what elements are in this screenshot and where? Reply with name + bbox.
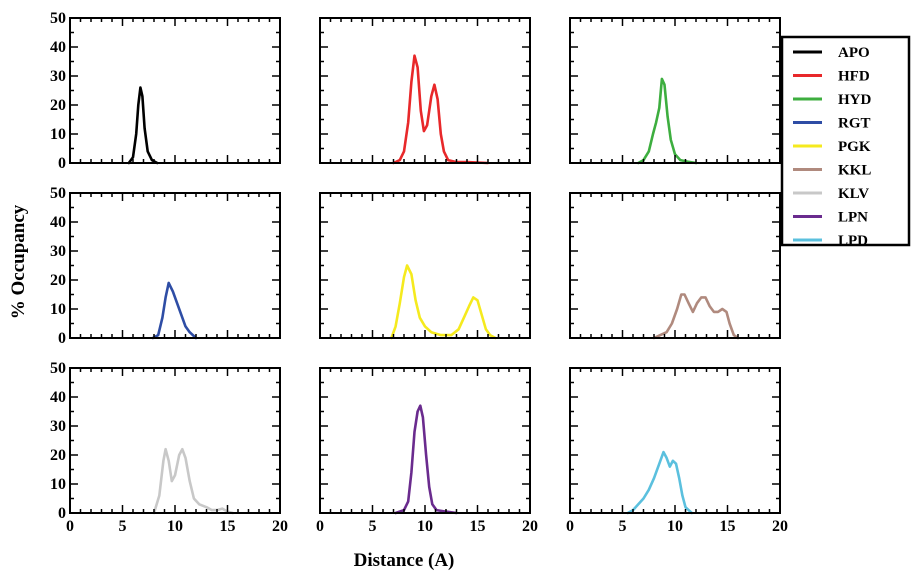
series-line-apo bbox=[127, 86, 159, 165]
panel-frame bbox=[69, 17, 281, 164]
series-line-kkl bbox=[652, 293, 740, 340]
legend-label-klv: KLV bbox=[838, 186, 869, 202]
panel-frame bbox=[569, 17, 781, 164]
x-tick-label: 10 bbox=[417, 518, 433, 535]
legend-label-kkl: KKL bbox=[838, 163, 871, 179]
x-tick-label: 5 bbox=[619, 518, 627, 535]
y-tick-label: 30 bbox=[50, 243, 66, 260]
legend-label-hfd: HFD bbox=[838, 69, 870, 85]
x-tick-label: 0 bbox=[316, 518, 324, 535]
x-tick-label: 5 bbox=[119, 518, 127, 535]
series-line-pgk bbox=[390, 264, 497, 340]
legend-label-hyd: HYD bbox=[838, 92, 872, 108]
panel-rgt: 0 10 20 30 40 50 bbox=[50, 185, 281, 347]
x-tick-label: 0 bbox=[66, 518, 74, 535]
x-tick-label: 10 bbox=[667, 518, 683, 535]
y-tick-label: 40 bbox=[50, 389, 66, 406]
y-tick-label: 50 bbox=[50, 185, 66, 202]
y-tick-label: 30 bbox=[50, 68, 66, 85]
panel-frame bbox=[69, 367, 281, 514]
panel-hyd bbox=[569, 17, 781, 165]
x-tick-label: 0 bbox=[566, 518, 574, 535]
panel-apo: 0 10 20 30 40 50 bbox=[50, 10, 281, 172]
y-tick-label: 10 bbox=[50, 476, 66, 493]
panel-klv: 0 10 20 30 40 50 0 5 10 15 20 bbox=[50, 360, 288, 535]
x-tick-label: 15 bbox=[470, 518, 486, 535]
panel-frame bbox=[319, 192, 531, 339]
series-line-lpn bbox=[394, 404, 458, 515]
x-tick-label: 5 bbox=[369, 518, 377, 535]
legend-box bbox=[780, 35, 911, 247]
y-axis-label: % Occupancy bbox=[8, 204, 29, 319]
panel-frame bbox=[319, 17, 531, 164]
panel-lpn: 0 5 10 15 20 bbox=[316, 367, 538, 535]
y-tick-label: 20 bbox=[50, 272, 66, 289]
legend-label-pgk: PGK bbox=[838, 139, 871, 155]
y-tick-label: 50 bbox=[50, 10, 66, 27]
panel-pgk bbox=[319, 192, 531, 340]
legend-label-rgt: RGT bbox=[838, 116, 871, 132]
x-tick-label: 20 bbox=[522, 518, 538, 535]
y-tick-label: 0 bbox=[58, 330, 66, 347]
x-tick-label: 15 bbox=[220, 518, 236, 535]
legend-label-lpn: LPN bbox=[838, 210, 868, 226]
series-line-hyd bbox=[637, 77, 698, 165]
y-tick-label: 30 bbox=[50, 418, 66, 435]
series-line-rgt bbox=[151, 281, 198, 340]
x-tick-label: 10 bbox=[167, 518, 183, 535]
y-tick-label: 20 bbox=[50, 97, 66, 114]
y-tick-label: 0 bbox=[58, 505, 66, 522]
legend: APO HFD HYD RGT PGK KKL KLV LPN LPD bbox=[780, 35, 911, 249]
x-tick-label: 20 bbox=[272, 518, 288, 535]
panel-frame bbox=[569, 367, 781, 514]
legend-label-apo: APO bbox=[838, 45, 870, 61]
y-tick-label: 10 bbox=[50, 126, 66, 143]
y-tick-label: 50 bbox=[50, 360, 66, 377]
x-tick-label: 15 bbox=[720, 518, 736, 535]
panel-lpd: 0 5 10 15 20 bbox=[566, 367, 788, 535]
panel-hfd bbox=[319, 17, 531, 165]
series-line-lpd bbox=[626, 450, 694, 515]
y-tick-label: 40 bbox=[50, 214, 66, 231]
x-axis-label: Distance (A) bbox=[354, 550, 455, 571]
series-line-klv bbox=[152, 447, 235, 515]
panel-frame bbox=[69, 192, 281, 339]
y-tick-label: 0 bbox=[58, 155, 66, 172]
series-line-hfd bbox=[392, 54, 490, 165]
y-tick-label: 20 bbox=[50, 447, 66, 464]
y-tick-label: 10 bbox=[50, 301, 66, 318]
y-tick-label: 40 bbox=[50, 39, 66, 56]
x-tick-label: 20 bbox=[772, 518, 788, 535]
panel-kkl bbox=[569, 192, 781, 340]
legend-label-lpd: LPD bbox=[838, 233, 868, 249]
